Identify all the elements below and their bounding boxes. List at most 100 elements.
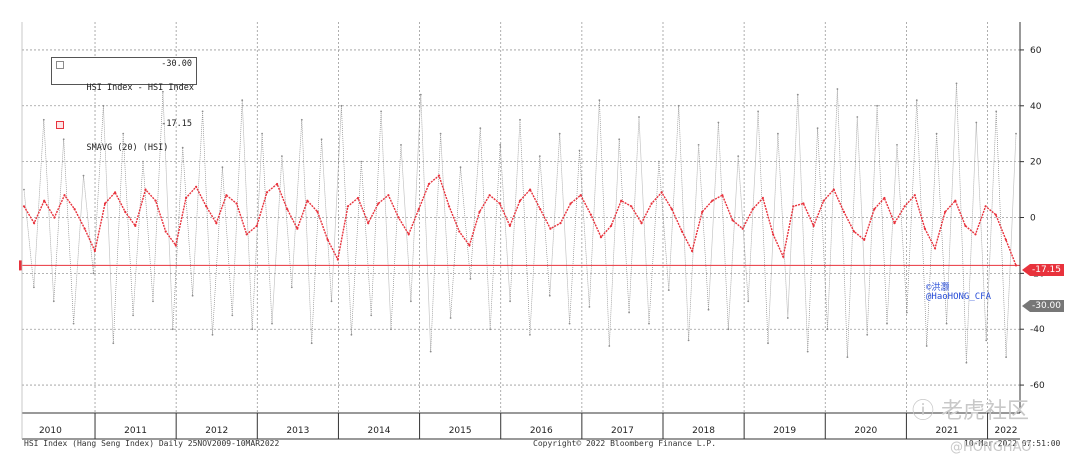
raw-series-point [568, 322, 571, 325]
smavg-series-point [468, 244, 471, 247]
badge-raw-text: -30.00 [1032, 301, 1062, 311]
legend-item-smavg: SMAVG (20) (HSI) -17.15 [52, 118, 196, 178]
smavg-series-point [255, 224, 258, 227]
raw-series-point [965, 361, 968, 364]
raw-series-point [906, 311, 908, 314]
raw-series-point [439, 132, 442, 135]
author-name: ©洪灏 [926, 283, 950, 293]
raw-series-point [410, 300, 412, 303]
raw-series-point [52, 300, 55, 303]
raw-series-point [231, 314, 234, 317]
raw-series-point [271, 322, 273, 325]
raw-series-point [152, 300, 154, 303]
smavg-series-point [336, 258, 339, 261]
smavg-series-point [427, 182, 430, 186]
x-tick-label: 2010 [39, 426, 62, 436]
smavg-series-point [43, 199, 46, 202]
smavg-series-point [670, 208, 673, 211]
raw-series-point [509, 300, 511, 303]
smavg-series-point [994, 213, 997, 216]
smavg-series-point [407, 233, 410, 236]
raw-series-point [856, 116, 859, 118]
x-tick-label: 2022 [995, 426, 1018, 436]
smavg-series-point [923, 227, 927, 230]
raw-series-point [171, 328, 174, 331]
legend-value-raw: -30.00 [161, 59, 192, 69]
raw-series-point [846, 356, 849, 358]
raw-series-point [925, 345, 928, 347]
raw-series-point [449, 317, 452, 319]
watermark-logo-icon: ⓘ [912, 399, 935, 424]
smavg-series-point [852, 230, 856, 233]
y-tick-label: 0 [1030, 214, 1036, 224]
smavg-series-point [620, 199, 623, 202]
smavg-series-point [387, 194, 390, 197]
raw-series-point [896, 144, 898, 146]
raw-series-point [598, 99, 601, 102]
raw-series-point [975, 121, 978, 124]
raw-series-point [548, 294, 551, 297]
raw-series-point [162, 90, 164, 93]
raw-series-point [122, 132, 125, 135]
raw-series-point [667, 289, 670, 291]
smavg-series-point [296, 227, 299, 230]
x-tick-label: 2011 [124, 426, 147, 436]
smavg-series-point [93, 249, 96, 253]
smavg-series-point [205, 205, 208, 208]
legend-swatch-smavg [56, 121, 64, 129]
smavg-series-point [944, 210, 947, 213]
smavg-series-point [893, 222, 896, 225]
smavg-series-point [569, 202, 572, 205]
smavg-series-point [913, 194, 916, 197]
raw-series-point [211, 333, 214, 336]
legend-swatch-raw [56, 61, 64, 69]
smavg-series-point [933, 247, 937, 250]
legend: HSI Index - HSI Index -30.00 SMAVG (20) … [51, 57, 197, 153]
badge-smavg-value: -17.15 [1022, 264, 1065, 276]
smavg-series-point [711, 199, 714, 202]
raw-series-point [836, 88, 839, 90]
raw-series-point [995, 110, 998, 113]
smavg-series-point [245, 233, 248, 236]
smavg-series-point [154, 199, 157, 202]
smavg-series-point [741, 227, 744, 230]
raw-series-point [489, 328, 492, 331]
raw-series-point [876, 104, 878, 107]
smavg-series-point [448, 205, 451, 208]
raw-series-point [658, 160, 660, 163]
y-tick-label: 20 [1030, 158, 1042, 168]
smavg-series-point [1004, 238, 1008, 241]
legend-item-raw: HSI Index - HSI Index -30.00 [52, 58, 196, 118]
smavg-series-point [488, 194, 491, 197]
raw-series-point [886, 322, 888, 325]
smavg-series-point [498, 202, 501, 205]
smavg-series-point [367, 222, 370, 225]
raw-series-point [142, 160, 144, 163]
raw-series-point [737, 155, 740, 158]
raw-series-point [806, 350, 809, 353]
raw-series-point [469, 278, 472, 280]
x-tick-label: 2019 [773, 426, 796, 436]
raw-series-point [380, 110, 382, 113]
smavg-series-point [326, 238, 329, 241]
smavg-series-point [437, 174, 441, 177]
raw-series-point [1015, 132, 1017, 135]
badge-smavg-text: -17.15 [1032, 265, 1062, 275]
raw-series-point [628, 311, 630, 314]
smavg-series-point [751, 208, 754, 211]
smavg-series-point [691, 249, 694, 253]
smavg-series-point [306, 199, 309, 202]
raw-series-point [429, 350, 432, 353]
smavg-series-line [23, 174, 1017, 266]
smavg-series-point [346, 205, 349, 208]
x-tick-label: 2020 [854, 426, 877, 436]
raw-series-point [42, 118, 45, 121]
author-handle: @HaoHONG_CFA [926, 292, 992, 302]
raw-series-point [796, 93, 799, 96]
raw-series-point [400, 144, 402, 146]
raw-series-point [330, 300, 333, 303]
legend-value-smavg: -17.15 [161, 119, 192, 129]
legend-label-smavg: SMAVG (20) (HSI) [86, 143, 169, 153]
raw-series-point [677, 104, 680, 107]
